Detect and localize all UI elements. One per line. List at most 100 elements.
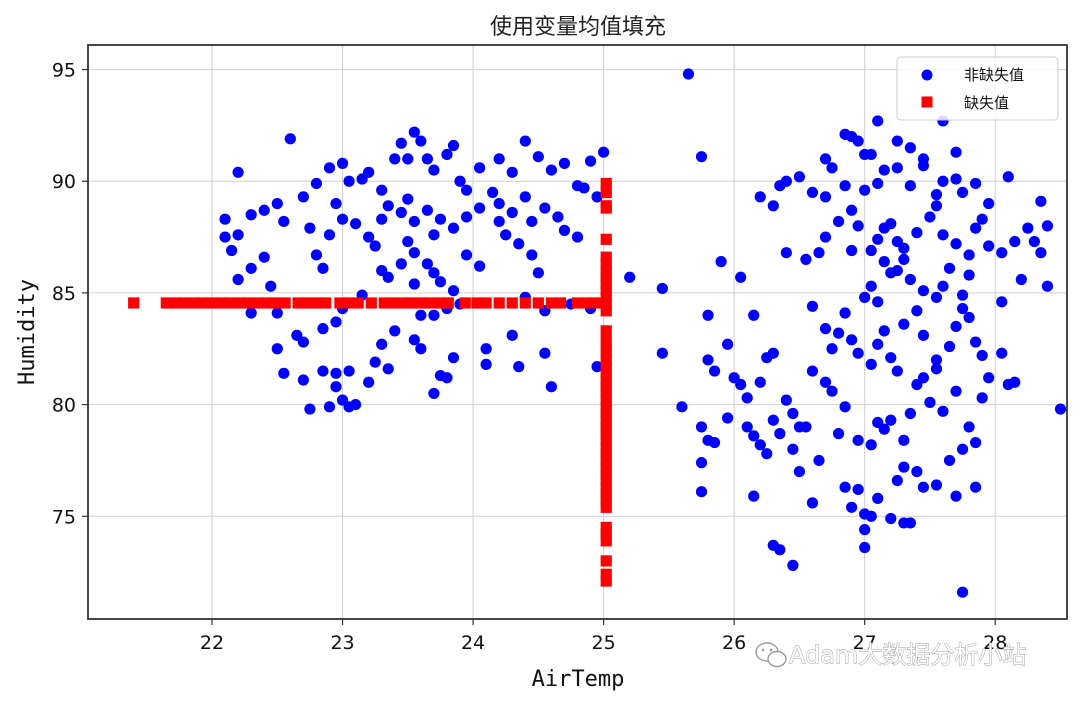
data-point-non-missing: [976, 392, 988, 404]
data-point-non-missing: [904, 407, 916, 420]
data-point-non-missing: [872, 296, 884, 308]
data-point-non-missing: [930, 354, 943, 366]
data-point-missing: [600, 414, 612, 426]
data-point-missing: [554, 297, 567, 309]
data-point-non-missing: [376, 213, 388, 225]
data-point-non-missing: [878, 423, 890, 435]
data-point-non-missing: [317, 262, 329, 274]
data-point-missing: [581, 297, 593, 309]
data-point-non-missing: [1009, 376, 1021, 388]
data-point-non-missing: [846, 501, 858, 513]
data-point-non-missing: [1009, 235, 1021, 248]
data-point-missing: [206, 297, 218, 309]
data-point-missing: [600, 374, 612, 386]
data-point-non-missing: [937, 175, 949, 187]
data-point-non-missing: [519, 191, 531, 203]
data-point-non-missing: [1054, 403, 1067, 415]
data-point-non-missing: [891, 264, 903, 277]
data-point-non-missing: [924, 211, 936, 223]
data-point-non-missing: [943, 340, 956, 353]
data-point-non-missing: [232, 229, 244, 241]
data-point-non-missing: [578, 182, 590, 194]
data-point-non-missing: [885, 414, 897, 426]
data-point-non-missing: [336, 213, 349, 225]
data-point-non-missing: [832, 215, 845, 228]
data-point-missing: [600, 474, 612, 487]
data-point-non-missing: [865, 358, 877, 370]
data-point-non-missing: [571, 231, 584, 243]
data-point-missing: [600, 434, 612, 446]
data-point-non-missing: [872, 115, 884, 127]
data-point-non-missing: [983, 372, 995, 384]
data-point-non-missing: [950, 385, 962, 397]
watermark-text: Adam大数据分析小站: [789, 641, 1026, 669]
data-point-non-missing: [382, 363, 394, 375]
data-point-non-missing: [891, 365, 903, 377]
data-point-non-missing: [970, 222, 982, 234]
data-point-missing: [519, 297, 531, 309]
data-point-non-missing: [369, 356, 381, 368]
data-point-non-missing: [819, 323, 832, 335]
data-point-missing: [600, 521, 612, 534]
data-point-non-missing: [1002, 171, 1014, 183]
data-point-non-missing: [519, 135, 531, 147]
data-point-non-missing: [917, 372, 930, 384]
data-point-non-missing: [774, 544, 786, 556]
data-point-non-missing: [552, 211, 564, 223]
data-point-non-missing: [415, 135, 427, 147]
data-point-missing: [215, 297, 227, 309]
data-point-non-missing: [447, 352, 460, 364]
data-point-non-missing: [956, 586, 969, 598]
data-point-non-missing: [402, 193, 414, 205]
data-point-missing: [459, 297, 471, 309]
data-point-non-missing: [891, 135, 903, 147]
data-point-non-missing: [408, 278, 420, 290]
data-point-non-missing: [656, 282, 668, 295]
data-point-non-missing: [911, 227, 923, 239]
data-point-non-missing: [748, 490, 760, 502]
data-point-missing: [270, 297, 282, 309]
data-point-non-missing: [917, 285, 930, 297]
legend-label-non-missing: 非缺失值: [964, 66, 1024, 84]
data-point-non-missing: [219, 213, 231, 225]
data-point-non-missing: [865, 148, 877, 161]
data-point-non-missing: [598, 146, 610, 158]
data-point-non-missing: [800, 253, 812, 266]
data-point-non-missing: [839, 180, 851, 192]
data-point-non-missing: [1022, 222, 1034, 234]
data-point-missing: [480, 297, 492, 309]
data-point-non-missing: [819, 153, 832, 165]
data-point-non-missing: [793, 465, 806, 478]
data-point-non-missing: [970, 336, 982, 348]
data-point-missing: [600, 387, 612, 400]
x-tick-label: 28: [983, 632, 1007, 654]
data-point-non-missing: [767, 347, 779, 359]
data-point-non-missing: [793, 171, 806, 183]
data-point-non-missing: [349, 218, 362, 230]
data-point-non-missing: [996, 296, 1008, 308]
data-point-missing: [600, 305, 612, 317]
data-point-non-missing: [447, 285, 460, 297]
data-point-non-missing: [395, 206, 407, 219]
data-point-non-missing: [402, 235, 414, 248]
data-point-non-missing: [872, 492, 884, 504]
data-point-missing: [424, 297, 436, 309]
data-point-missing: [600, 271, 612, 283]
data-point-missing: [188, 297, 200, 309]
data-point-missing: [160, 297, 172, 309]
data-point-missing: [233, 297, 246, 309]
data-point-missing: [600, 298, 612, 310]
series-non-missing: [219, 68, 1067, 598]
data-point-non-missing: [852, 483, 864, 496]
data-point-non-missing: [702, 354, 714, 366]
data-point-non-missing: [708, 365, 721, 377]
data-point-non-missing: [956, 289, 969, 301]
data-point-non-missing: [506, 206, 518, 219]
x-tick-label: 27: [853, 632, 877, 654]
data-point-non-missing: [780, 175, 792, 187]
data-point-non-missing: [872, 177, 884, 190]
data-point-non-missing: [754, 376, 766, 388]
legend-label-missing: 缺失值: [964, 94, 1009, 112]
data-point-non-missing: [493, 197, 505, 210]
data-point-non-missing: [245, 262, 257, 274]
